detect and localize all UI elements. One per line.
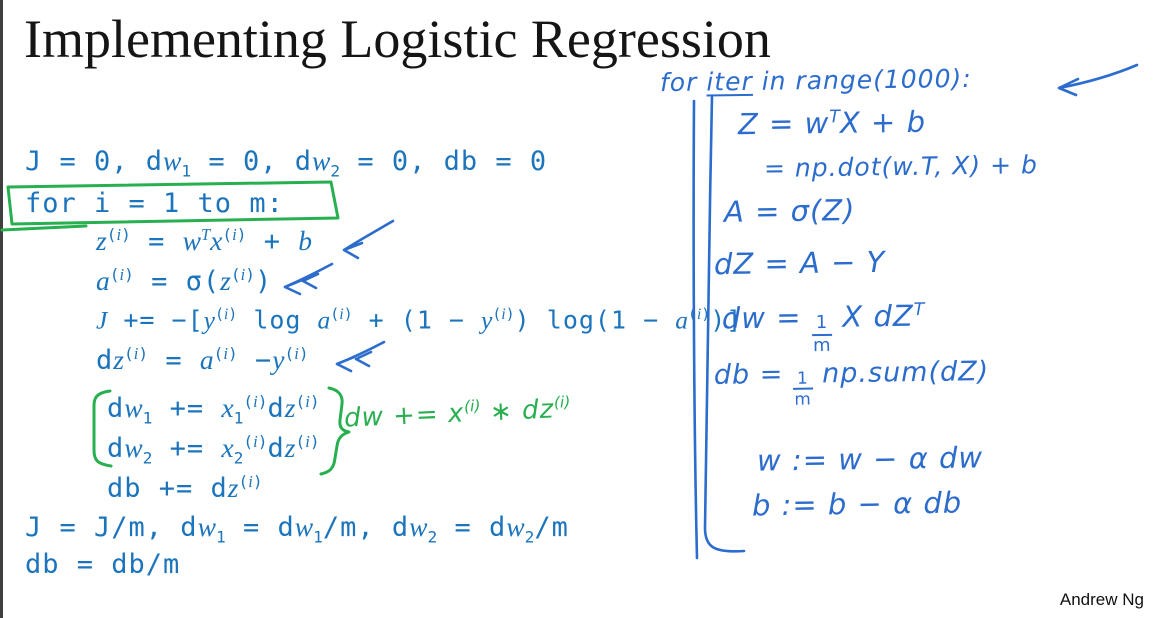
code-line-init: J = 0, dw1 = 0, dw2 = 0, db = 0: [25, 145, 548, 181]
left-border: [0, 0, 3, 618]
highlight-box-understroke: [0, 224, 88, 232]
hand-line-npdot: = np.dot(w.T, X) + b: [763, 150, 1039, 183]
code-line-dw1: dw1 += x1(i)dz(i): [107, 392, 320, 428]
hand-line-z: Z = wTX + b: [737, 104, 927, 142]
code-line-db-average: db = db/m: [25, 549, 181, 580]
code-line-dw2: dw2 += x2(i)dz(i): [107, 432, 320, 468]
code-line-averages: J = J/m, dw1 = dw1/m, dw2 = dw2/m: [25, 511, 569, 547]
code-line-cost: J += −[y(i) log a(i) + (1 − y(i)) log(1 …: [96, 305, 743, 335]
code-line-z: z(i) = wTx(i) + b: [96, 225, 313, 257]
code-line-dz: dz(i) = a(i) −y(i): [96, 344, 309, 376]
hand-arrow-icon-z: [342, 219, 395, 260]
author-credit: Andrew Ng: [1059, 590, 1144, 609]
slide-title: Implementing Logistic Regression: [24, 9, 771, 69]
hand-arrow-icon-a: [283, 262, 334, 296]
hand-line-a: A = σ(Z): [723, 193, 856, 229]
hand-arrow-icon-dz: [335, 340, 386, 373]
hand-line-b-update: b := b − α db: [751, 485, 963, 523]
code-line-db: db += dz(i): [107, 472, 263, 504]
code-line-for-loop: for i = 1 to m:: [25, 188, 284, 219]
hand-arrow-icon-loop: [1057, 63, 1139, 97]
green-vectorize-note: dw += x(i) ∗ dz(i): [343, 393, 571, 434]
hand-line-w-update: w := w − α dw: [756, 440, 984, 478]
code-line-a: a(i) = σ(z(i)): [96, 265, 273, 297]
hand-loop-header: for iter in range(1000):: [659, 63, 972, 98]
hand-line-dz: dZ = A − Y: [713, 244, 886, 282]
